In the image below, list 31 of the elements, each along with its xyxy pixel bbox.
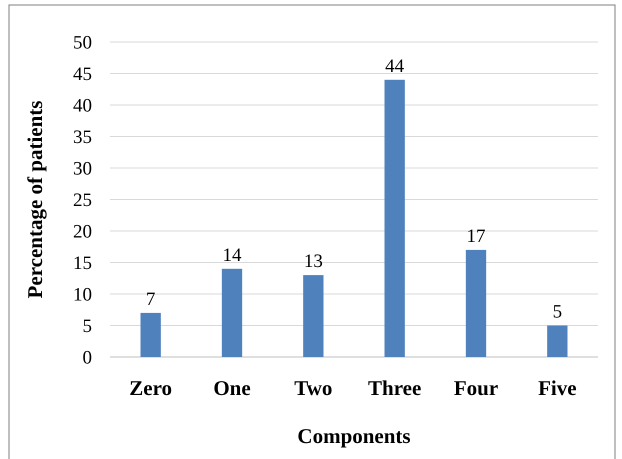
y-tick-label: 10 bbox=[73, 284, 92, 306]
y-tick-label: 30 bbox=[73, 158, 92, 180]
bar bbox=[303, 275, 324, 357]
data-label: 44 bbox=[385, 56, 405, 77]
y-tick-label: 25 bbox=[73, 190, 92, 212]
bar bbox=[466, 250, 486, 357]
x-tick-label: Zero bbox=[129, 376, 172, 400]
bar bbox=[547, 326, 568, 357]
x-tick-label: Three bbox=[368, 376, 422, 400]
bar bbox=[384, 80, 405, 357]
data-label: 13 bbox=[304, 251, 323, 272]
x-tick-label: Four bbox=[454, 376, 498, 400]
bar bbox=[222, 268, 242, 357]
data-label: 14 bbox=[222, 244, 242, 266]
y-tick-label: 35 bbox=[73, 127, 92, 148]
x-tick-label: Five bbox=[538, 376, 577, 400]
y-tick-label: 15 bbox=[73, 253, 92, 274]
y-tick-label: 40 bbox=[73, 96, 92, 117]
y-tick-label: 0 bbox=[82, 348, 92, 369]
y-tick-label: 20 bbox=[73, 222, 92, 243]
y-axis-title: Percentage of patients bbox=[23, 100, 47, 298]
data-label: 17 bbox=[466, 226, 486, 247]
data-label: 5 bbox=[552, 302, 562, 322]
bar bbox=[140, 312, 161, 357]
x-tick-label: Two bbox=[294, 376, 332, 400]
y-tick-label: 45 bbox=[73, 64, 92, 86]
x-axis-title: Components bbox=[297, 424, 411, 448]
y-tick-label: 50 bbox=[73, 32, 92, 54]
x-tick-label: One bbox=[213, 376, 251, 400]
data-label: 7 bbox=[146, 288, 156, 310]
y-tick-label: 5 bbox=[82, 316, 92, 338]
